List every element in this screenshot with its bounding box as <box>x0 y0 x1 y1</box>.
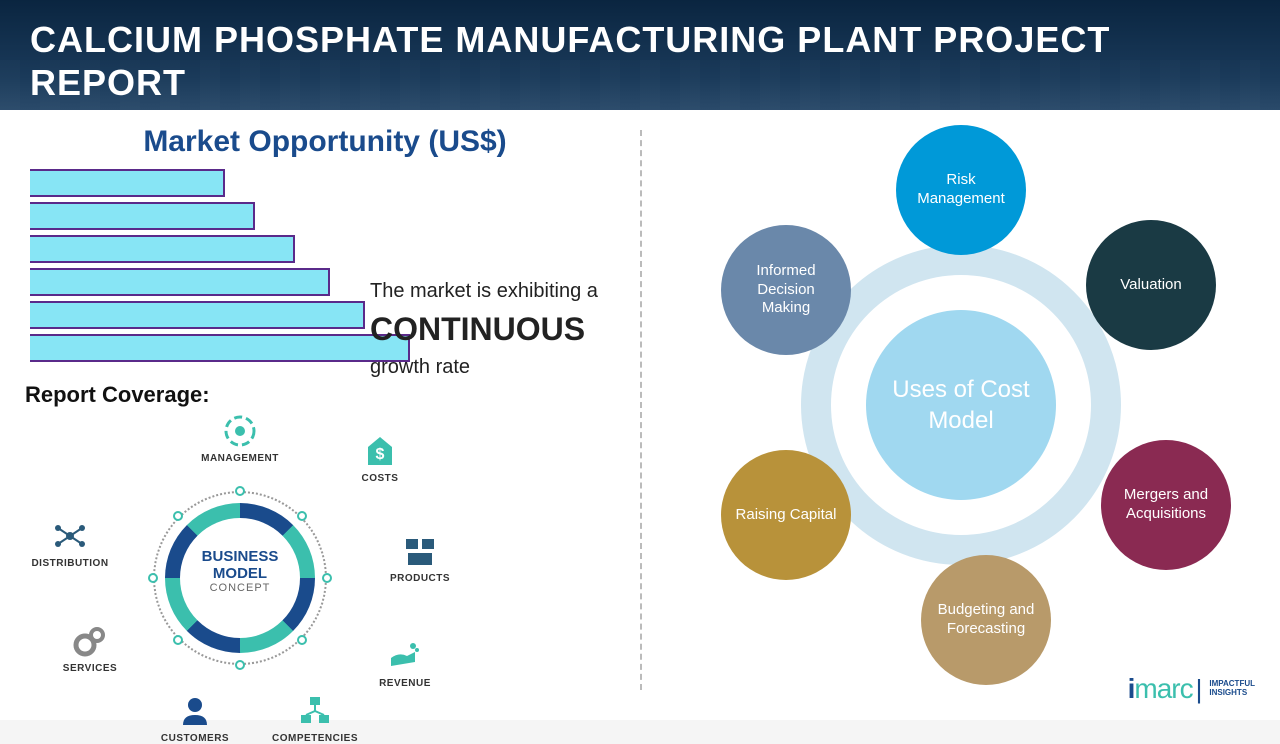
cost-model-diagram: Uses of Cost Model Risk ManagementValuat… <box>661 130 1261 690</box>
page-title: CALCIUM PHOSPHATE MANUFACTURING PLANT PR… <box>30 18 1250 104</box>
cm-node-valuation: Valuation <box>1086 220 1216 350</box>
chart-bar <box>30 334 410 362</box>
logo-text: imarc <box>1128 673 1193 705</box>
distribution-icon <box>52 518 88 554</box>
costs-icon: $ <box>362 433 398 469</box>
ring-dot <box>322 573 332 583</box>
bm-item-competencies: COMPETENCIES <box>270 693 360 744</box>
bm-item-services: SERVICES <box>45 623 135 674</box>
market-title: Market Opportunity (US$) <box>25 125 625 159</box>
growth-line1: The market is exhibiting a <box>370 280 598 302</box>
bm-item-management: MANAGEMENT <box>195 413 285 464</box>
customers-icon <box>177 693 213 729</box>
ring-dot <box>173 635 183 645</box>
management-icon <box>222 413 258 449</box>
ring-dot <box>235 660 245 670</box>
cm-node-raising-capital: Raising Capital <box>721 450 851 580</box>
ring-dot <box>297 635 307 645</box>
page-header: CALCIUM PHOSPHATE MANUFACTURING PLANT PR… <box>0 0 1280 110</box>
chart-bar <box>30 301 365 329</box>
right-panel: Uses of Cost Model Risk Management Valuat… <box>642 110 1280 720</box>
cm-node-mergers-and-acquisitions: Mergers and Acquisitions <box>1101 440 1231 570</box>
growth-text: The market is exhibiting a CONTINUOUS gr… <box>370 280 598 379</box>
bm-item-customers: CUSTOMERS <box>150 693 240 744</box>
chart-bar <box>30 268 330 296</box>
bm-item-products: PRODUCTS <box>375 533 465 584</box>
cm-node-risk-management: Risk Management <box>896 125 1026 255</box>
ring-dot <box>148 573 158 583</box>
bm-item-costs: $COSTS <box>335 433 425 484</box>
left-panel: Market Opportunity (US$) The market is e… <box>0 110 640 720</box>
ring-dot <box>235 486 245 496</box>
competencies-icon <box>297 693 333 729</box>
products-icon <box>402 533 438 569</box>
services-icon <box>72 623 108 659</box>
revenue-icon <box>387 638 423 674</box>
cm-center-circle: Uses of Cost Model <box>866 310 1056 500</box>
cm-node-budgeting-and-forecasting: Budgeting and Forecasting <box>921 555 1051 685</box>
content-area: Market Opportunity (US$) The market is e… <box>0 110 1280 720</box>
bm-center: BUSINESSMODEL CONCEPT <box>175 548 305 594</box>
coverage-label: Report Coverage: <box>25 382 625 408</box>
business-model-diagram: BUSINESSMODEL CONCEPT MANAGEMENT$COSTSPR… <box>25 413 455 723</box>
growth-emphasis: CONTINUOUS <box>370 311 598 348</box>
chart-bar <box>30 202 255 230</box>
logo-tagline: IMPACTFUL INSIGHTS <box>1209 680 1255 698</box>
cm-node-informed-decision-making: Informed Decision Making <box>721 225 851 355</box>
growth-line2: growth rate <box>370 356 470 378</box>
chart-bar <box>30 169 225 197</box>
chart-bar <box>30 235 295 263</box>
brand-logo: imarc | IMPACTFUL INSIGHTS <box>1128 673 1255 705</box>
svg-text:$: $ <box>376 446 385 463</box>
bm-item-distribution: DISTRIBUTION <box>25 518 115 569</box>
market-bar-chart <box>25 169 405 362</box>
ring-dot <box>297 511 307 521</box>
bm-item-revenue: REVENUE <box>360 638 450 689</box>
